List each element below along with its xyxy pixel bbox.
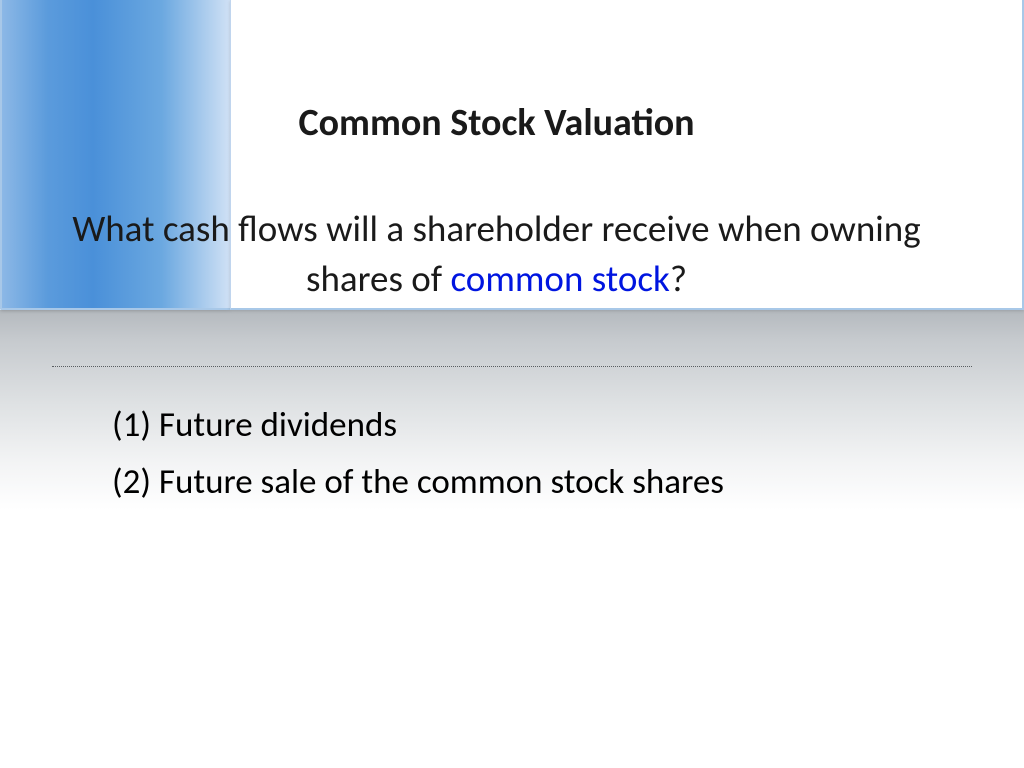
- question-highlight: common stock: [450, 256, 669, 301]
- answer-list: (1) Future dividends (2) Future sale of …: [112, 400, 792, 514]
- content-card: Common Stock Valuation What cash flows w…: [230, 0, 1024, 310]
- slide-title: Common Stock Valuation: [1, 100, 992, 146]
- list-item: (1) Future dividends: [112, 400, 792, 451]
- presentation-slide: Common Stock Valuation What cash flows w…: [0, 0, 1024, 768]
- header-panel: Common Stock Valuation What cash flows w…: [0, 0, 1024, 310]
- slide-question: What cash flows will a shareholder recei…: [1, 204, 992, 304]
- list-item: (2) Future sale of the common stock shar…: [112, 457, 792, 508]
- divider-line: [52, 366, 972, 367]
- question-text-post: ?: [670, 256, 687, 301]
